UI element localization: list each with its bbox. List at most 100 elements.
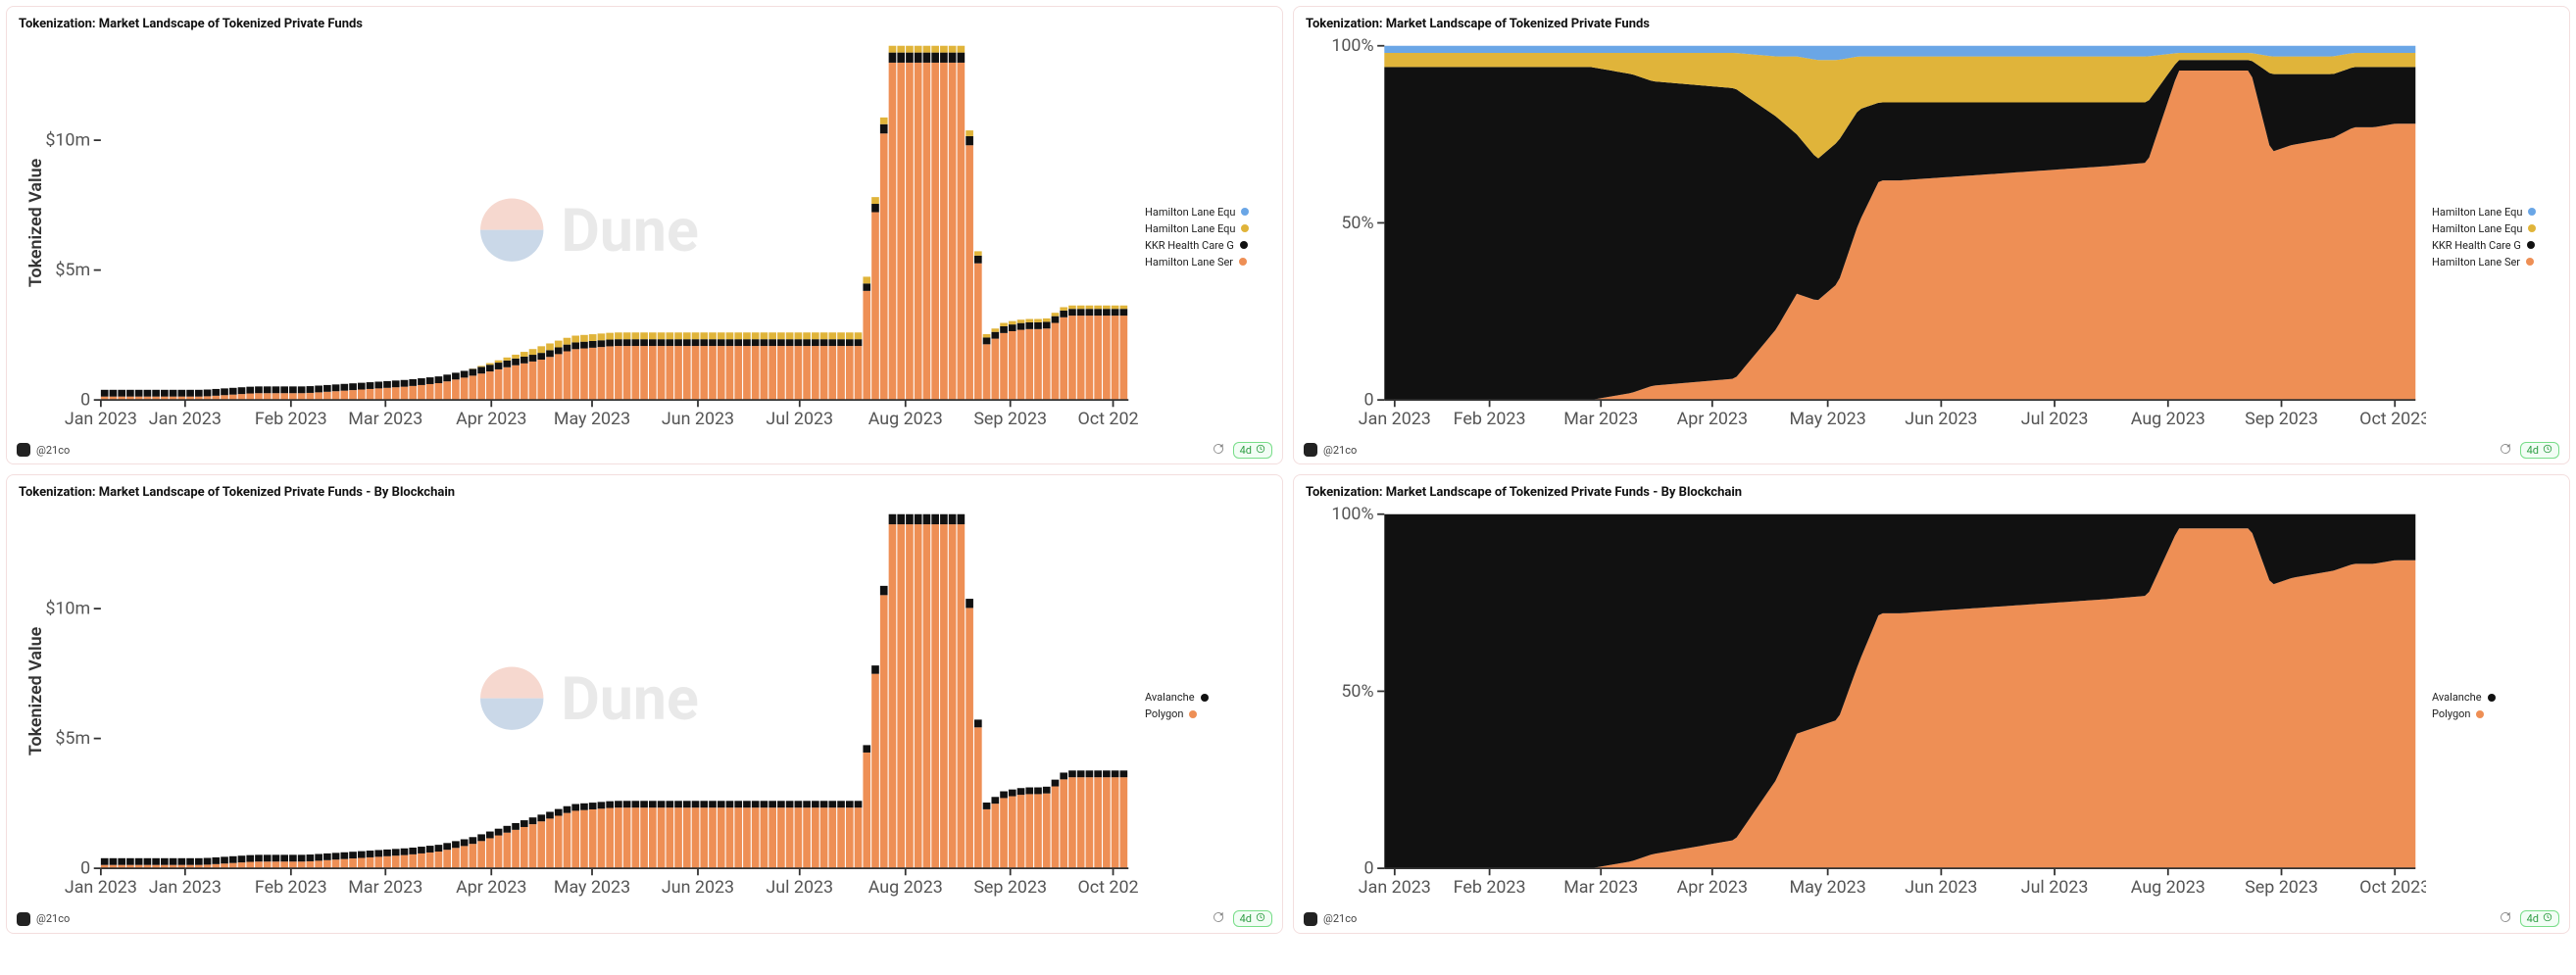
legend-label: KKR Health Care G (1145, 239, 1234, 252)
legend-swatch (1240, 241, 1248, 249)
svg-text:Mar 2023: Mar 2023 (1563, 409, 1638, 429)
clock-icon (2543, 912, 2552, 925)
svg-text:May 2023: May 2023 (1790, 878, 1866, 899)
last-updated-pill[interactable]: 4d (1233, 910, 1272, 927)
refresh-icon[interactable] (1212, 441, 1225, 460)
legend-swatch (2488, 694, 2496, 702)
svg-text:Aug 2023: Aug 2023 (2131, 878, 2205, 899)
chart-svg: Dune0$5m$10mTokenized ValueJan 2023Jan 2… (17, 504, 1139, 906)
svg-text:Sep 2023: Sep 2023 (973, 409, 1047, 429)
last-updated-text: 4d (2527, 912, 2539, 925)
author-handle: @21co (1323, 444, 1357, 457)
legend-item[interactable]: KKR Health Care G (1145, 239, 1272, 252)
author-handle: @21co (36, 912, 70, 925)
svg-text:Jul 2023: Jul 2023 (766, 409, 833, 429)
svg-text:0: 0 (80, 858, 90, 879)
last-updated-pill[interactable]: 4d (1233, 442, 1272, 459)
legend-swatch (1241, 224, 1249, 232)
legend-item[interactable]: Hamilton Lane Equ (2432, 222, 2559, 235)
author-link[interactable]: @21co (1304, 443, 1357, 457)
svg-text:Jul 2023: Jul 2023 (2021, 878, 2089, 899)
svg-text:Jan 2023: Jan 2023 (65, 878, 137, 899)
panel-title: Tokenization: Market Landscape of Tokeni… (1306, 17, 2557, 31)
svg-text:$10m: $10m (45, 599, 90, 619)
svg-text:May 2023: May 2023 (554, 409, 630, 429)
last-updated-pill[interactable]: 4d (2520, 910, 2559, 927)
chart-svg: Dune050%100%Jan 2023Feb 2023Mar 2023Apr … (1304, 504, 2426, 906)
svg-text:Jul 2023: Jul 2023 (766, 878, 833, 899)
chart-panel: Tokenization: Market Landscape of Tokeni… (1293, 474, 2570, 933)
panel-title: Tokenization: Market Landscape of Tokeni… (1306, 485, 2557, 500)
svg-text:Apr 2023: Apr 2023 (456, 878, 526, 899)
svg-text:Sep 2023: Sep 2023 (973, 878, 1047, 899)
clock-icon (1256, 912, 1265, 925)
refresh-icon[interactable] (2499, 441, 2512, 460)
svg-text:Tokenized Value: Tokenized Value (25, 158, 46, 287)
legend-item[interactable]: KKR Health Care G (2432, 239, 2559, 252)
legend-item[interactable]: Hamilton Lane Equ (2432, 206, 2559, 219)
legend-item[interactable]: Avalanche (1145, 691, 1272, 704)
refresh-icon[interactable] (1212, 909, 1225, 928)
svg-text:May 2023: May 2023 (1790, 409, 1866, 429)
last-updated-pill[interactable]: 4d (2520, 442, 2559, 459)
svg-text:Jul 2023: Jul 2023 (2021, 409, 2089, 429)
author-link[interactable]: @21co (1304, 912, 1357, 926)
svg-text:Jun 2023: Jun 2023 (1905, 409, 1977, 429)
svg-text:Jun 2023: Jun 2023 (662, 409, 734, 429)
legend-item[interactable]: Hamilton Lane Ser (2432, 256, 2559, 268)
chart-legend: Avalanche Polygon (2432, 504, 2559, 906)
svg-text:$5m: $5m (55, 728, 90, 749)
legend-swatch (2527, 241, 2535, 249)
svg-text:Jan 2023: Jan 2023 (65, 409, 137, 429)
author-avatar (1304, 912, 1317, 926)
legend-swatch (1189, 710, 1197, 718)
svg-text:50%: 50% (1341, 213, 1373, 233)
author-link[interactable]: @21co (17, 912, 70, 926)
legend-swatch (1239, 258, 1247, 266)
panel-title: Tokenization: Market Landscape of Tokeni… (19, 17, 1270, 31)
chart-plot-area[interactable]: Dune050%100%Jan 2023Feb 2023Mar 2023Apr … (1304, 35, 2426, 438)
svg-text:50%: 50% (1341, 681, 1373, 702)
chart-plot-area[interactable]: Dune0$5m$10mTokenized ValueJan 2023Jan 2… (17, 35, 1139, 438)
svg-text:Oct 2023: Oct 2023 (1077, 878, 1139, 899)
legend-item[interactable]: Hamilton Lane Equ (1145, 206, 1272, 219)
legend-item[interactable]: Hamilton Lane Ser (1145, 256, 1272, 268)
svg-text:Feb 2023: Feb 2023 (255, 409, 327, 429)
legend-swatch (2476, 710, 2484, 718)
svg-text:Feb 2023: Feb 2023 (1454, 878, 1526, 899)
legend-swatch (2526, 258, 2534, 266)
svg-text:100%: 100% (1331, 35, 1373, 56)
author-avatar (17, 912, 30, 926)
author-avatar (1304, 443, 1317, 457)
author-link[interactable]: @21co (17, 443, 70, 457)
refresh-icon[interactable] (2499, 909, 2512, 928)
chart-plot-area[interactable]: Dune050%100%Jan 2023Feb 2023Mar 2023Apr … (1304, 504, 2426, 906)
svg-text:Mar 2023: Mar 2023 (348, 409, 422, 429)
svg-text:Jun 2023: Jun 2023 (662, 878, 734, 899)
svg-text:Mar 2023: Mar 2023 (348, 878, 422, 899)
chart-svg: Dune0$5m$10mTokenized ValueJan 2023Jan 2… (17, 35, 1139, 438)
legend-swatch (1201, 694, 1209, 702)
legend-label: Avalanche (1145, 691, 1195, 704)
svg-text:Aug 2023: Aug 2023 (2131, 409, 2205, 429)
svg-text:100%: 100% (1331, 505, 1373, 525)
svg-text:$10m: $10m (45, 129, 90, 150)
svg-text:Jan 2023: Jan 2023 (1359, 409, 1431, 429)
legend-item[interactable]: Polygon (1145, 707, 1272, 720)
legend-item[interactable]: Hamilton Lane Equ (1145, 222, 1272, 235)
legend-label: KKR Health Care G (2432, 239, 2521, 252)
legend-item[interactable]: Avalanche (2432, 691, 2559, 704)
svg-text:Jan 2023: Jan 2023 (1359, 878, 1431, 899)
chart-plot-area[interactable]: Dune0$5m$10mTokenized ValueJan 2023Jan 2… (17, 504, 1139, 906)
svg-text:Sep 2023: Sep 2023 (2245, 409, 2318, 429)
clock-icon (2543, 444, 2552, 457)
svg-text:0: 0 (80, 389, 90, 410)
legend-item[interactable]: Polygon (2432, 707, 2559, 720)
panel-title: Tokenization: Market Landscape of Tokeni… (19, 485, 1270, 500)
chart-legend: Avalanche Polygon (1145, 504, 1272, 906)
svg-text:Jan 2023: Jan 2023 (149, 409, 222, 429)
chart-panel: Tokenization: Market Landscape of Tokeni… (1293, 6, 2570, 464)
author-handle: @21co (36, 444, 70, 457)
legend-label: Polygon (1145, 707, 1183, 720)
clock-icon (1256, 444, 1265, 457)
